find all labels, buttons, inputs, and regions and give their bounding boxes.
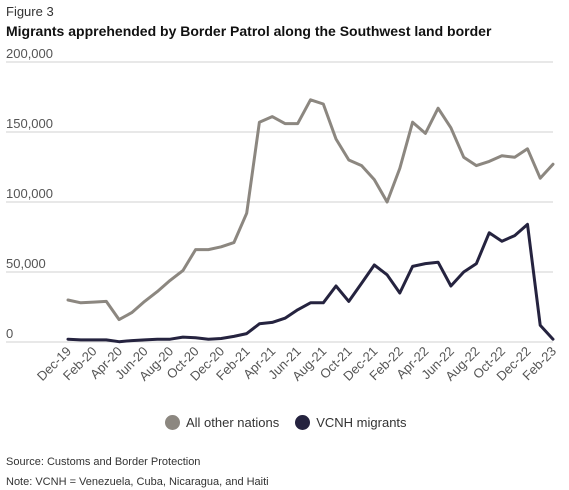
legend-item-vcnh: VCNH migrants xyxy=(295,415,407,430)
x-axis-tick-labels: Dec-19Feb-20Apr-20Jun-20Aug-20Oct-20Dec-… xyxy=(34,344,559,384)
footnote: Note: VCNH = Venezuela, Cuba, Nicaragua,… xyxy=(6,476,269,488)
source-note: Source: Customs and Border Protection xyxy=(6,456,201,468)
line-chart: 0 50,000 100,000 150,000 200,000 Dec-19Feb-2… xyxy=(6,46,559,384)
y-tick-label: 0 xyxy=(6,326,13,341)
legend-swatch-all-other xyxy=(165,415,180,430)
y-tick-label: 100,000 xyxy=(6,186,53,201)
series-line-all-other-nations xyxy=(66,98,555,322)
chart-title: Migrants apprehended by Border Patrol al… xyxy=(6,23,492,39)
legend-swatch-vcnh xyxy=(295,415,311,430)
legend: All other nations VCNH migrants xyxy=(165,415,423,430)
legend-item-all-other: All other nations xyxy=(165,415,279,430)
legend-label-vcnh: VCNH migrants xyxy=(316,415,407,430)
y-axis-tick-labels: 0 50,000 100,000 150,000 200,000 xyxy=(6,46,53,341)
y-tick-label: 50,000 xyxy=(6,256,46,271)
figure-label: Figure 3 xyxy=(6,4,54,19)
series-lines xyxy=(66,98,555,344)
y-tick-label: 150,000 xyxy=(6,116,53,131)
gridlines xyxy=(6,61,553,343)
y-tick-label: 200,000 xyxy=(6,46,53,61)
series-line-vcnh-migrants xyxy=(66,222,555,344)
legend-label-all-other: All other nations xyxy=(186,415,280,430)
